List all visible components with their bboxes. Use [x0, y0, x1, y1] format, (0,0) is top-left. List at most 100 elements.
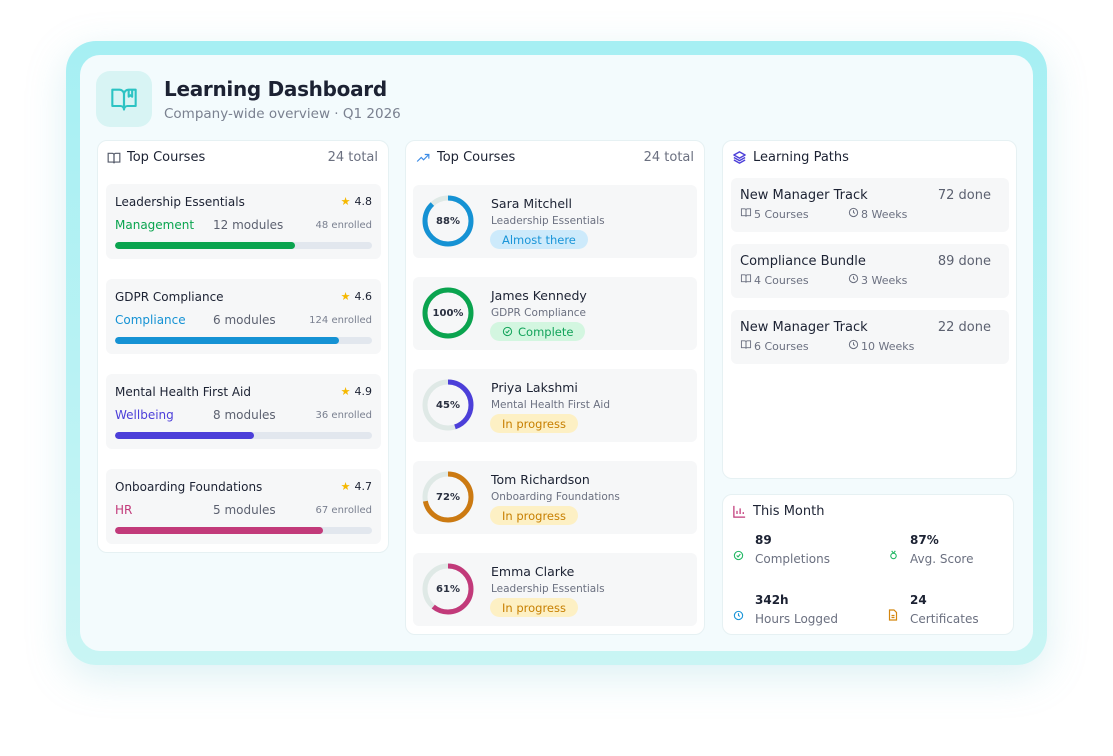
- course-modules: 8 modules: [213, 408, 276, 422]
- course-rating: ★ 4.7: [340, 480, 372, 493]
- progress-percent: 72%: [436, 491, 460, 503]
- course-enrolled: 67 enrolled: [315, 505, 372, 516]
- course-category: Wellbeing: [115, 408, 174, 422]
- panel-title: This Month: [753, 504, 825, 519]
- stat-value: 342h: [755, 593, 789, 607]
- path-duration: 8 Weeks: [848, 207, 907, 221]
- progress-percent: 88%: [436, 215, 460, 227]
- learner-course: Leadership Essentials: [491, 583, 605, 595]
- stat-label: Avg. Score: [910, 552, 974, 566]
- path-courses: 6 Courses: [740, 339, 809, 353]
- status-badge: In progress: [490, 414, 578, 433]
- course-category: HR: [115, 503, 133, 517]
- course-category: Compliance: [115, 313, 186, 327]
- course-progress-bar: [115, 527, 372, 534]
- star-icon: ★: [340, 385, 351, 398]
- stat-label: Completions: [755, 552, 830, 566]
- course-card[interactable]: Mental Health First Aid ★ 4.9 Wellbeing 8…: [106, 374, 381, 449]
- stat-certificates: 24 Certificates: [888, 593, 1028, 633]
- star-icon: ★: [340, 480, 351, 493]
- course-category: Management: [115, 218, 195, 232]
- course-card[interactable]: GDPR Compliance ★ 4.6 Compliance 6 module…: [106, 279, 381, 354]
- star-icon: ★: [340, 290, 351, 303]
- progress-ring: 100%: [421, 286, 475, 340]
- bar-chart-icon: [733, 505, 746, 518]
- path-courses: 4 Courses: [740, 273, 809, 287]
- trending-up-icon: [416, 153, 430, 162]
- learning-path-card[interactable]: New Manager Track 72 done 5 Courses 8 We…: [731, 178, 1009, 232]
- stat-value: 89: [755, 533, 772, 547]
- path-done-count: 89 done: [937, 254, 991, 269]
- course-modules: 12 modules: [213, 218, 284, 232]
- page-title: Learning Dashboard: [164, 77, 387, 101]
- course-enrolled: 48 enrolled: [315, 220, 372, 231]
- learner-course: Onboarding Foundations: [491, 491, 620, 503]
- course-progress-bar: [115, 432, 372, 439]
- book-icon: [740, 273, 752, 287]
- status-badge: In progress: [490, 506, 578, 525]
- learners-panel: Top Courses 24 total 88% Sara Mitchell L…: [405, 140, 705, 635]
- course-rating: ★ 4.6: [340, 290, 372, 303]
- clock-icon: [848, 339, 859, 353]
- path-duration: 3 Weeks: [848, 273, 907, 287]
- path-duration: 10 Weeks: [848, 339, 914, 353]
- learning-path-card[interactable]: Compliance Bundle 89 done 4 Courses 3 We…: [731, 244, 1009, 298]
- star-icon: ★: [340, 195, 351, 208]
- this-month-panel: This Month 89 Completions 87% Avg. Score…: [722, 494, 1014, 635]
- learner-card[interactable]: 100% James Kennedy GDPR Compliance Compl…: [413, 277, 697, 350]
- stat-hours-logged: 342h Hours Logged: [733, 593, 873, 633]
- panel-title: Learning Paths: [753, 150, 849, 165]
- path-done-count: 72 done: [937, 188, 991, 203]
- status-badge: Complete: [490, 322, 586, 341]
- course-enrolled: 36 enrolled: [315, 410, 372, 421]
- course-rating: ★ 4.8: [340, 195, 372, 208]
- check-circle-icon: [502, 326, 513, 337]
- panel-title: Top Courses: [127, 150, 206, 165]
- progress-ring: 88%: [421, 194, 475, 248]
- course-progress-bar: [115, 242, 372, 249]
- learner-name: Sara Mitchell: [491, 196, 572, 211]
- panel-total: 24 total: [643, 150, 694, 165]
- progress-ring: 45%: [421, 378, 475, 432]
- progress-percent: 61%: [436, 583, 460, 595]
- course-name: Leadership Essentials: [115, 195, 245, 209]
- panel-total: 24 total: [327, 150, 378, 165]
- learner-card[interactable]: 45% Priya Lakshmi Mental Health First Ai…: [413, 369, 697, 442]
- course-name: Mental Health First Aid: [115, 385, 251, 399]
- learning-path-card[interactable]: New Manager Track 22 done 6 Courses 10 W…: [731, 310, 1009, 364]
- path-courses: 5 Courses: [740, 207, 809, 221]
- course-modules: 5 modules: [213, 503, 276, 517]
- status-badge: In progress: [490, 598, 578, 617]
- course-name: Onboarding Foundations: [115, 480, 263, 494]
- check-circle-icon: [733, 546, 744, 565]
- learner-card[interactable]: 61% Emma Clarke Leadership Essentials In…: [413, 553, 697, 626]
- path-done-count: 22 done: [937, 320, 991, 335]
- clock-icon: [733, 606, 744, 625]
- book-icon: [740, 207, 752, 221]
- learner-card[interactable]: 72% Tom Richardson Onboarding Foundation…: [413, 461, 697, 534]
- path-name: New Manager Track: [740, 320, 868, 335]
- path-name: Compliance Bundle: [740, 254, 866, 269]
- progress-ring: 72%: [421, 470, 475, 524]
- learner-name: Emma Clarke: [491, 564, 575, 579]
- learner-course: GDPR Compliance: [491, 307, 586, 319]
- learner-card[interactable]: 88% Sara Mitchell Leadership Essentials …: [413, 185, 697, 258]
- stat-completions: 89 Completions: [733, 533, 873, 573]
- learner-name: James Kennedy: [491, 288, 587, 303]
- book-icon: [740, 339, 752, 353]
- learner-course: Leadership Essentials: [491, 215, 605, 227]
- progress-ring: 61%: [421, 562, 475, 616]
- medal-icon: [888, 546, 899, 565]
- stat-label: Certificates: [910, 612, 979, 626]
- progress-percent: 45%: [436, 399, 460, 411]
- book-icon: [107, 152, 121, 163]
- clock-icon: [848, 273, 859, 287]
- course-card[interactable]: Leadership Essentials ★ 4.8 Management 12…: [106, 184, 381, 259]
- course-card[interactable]: Onboarding Foundations ★ 4.7 HR 5 modules…: [106, 469, 381, 544]
- learner-course: Mental Health First Aid: [491, 399, 610, 411]
- page-subtitle: Company-wide overview · Q1 2026: [164, 106, 401, 122]
- layers-icon: [733, 151, 746, 164]
- stat-avg-score: 87% Avg. Score: [888, 533, 1028, 573]
- status-badge: Almost there: [490, 230, 588, 249]
- stat-value: 24: [910, 593, 927, 607]
